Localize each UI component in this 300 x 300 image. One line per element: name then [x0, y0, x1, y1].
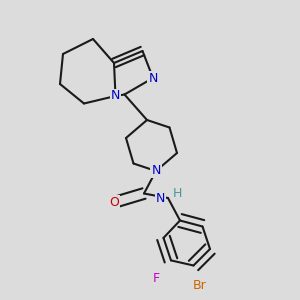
- Text: N: N: [151, 164, 161, 178]
- Text: N: N: [148, 71, 158, 85]
- Text: N: N: [111, 89, 120, 103]
- Text: O: O: [109, 196, 119, 209]
- Text: Br: Br: [193, 279, 206, 292]
- Text: H: H: [172, 187, 182, 200]
- Text: N: N: [156, 191, 165, 205]
- Text: F: F: [152, 272, 160, 286]
